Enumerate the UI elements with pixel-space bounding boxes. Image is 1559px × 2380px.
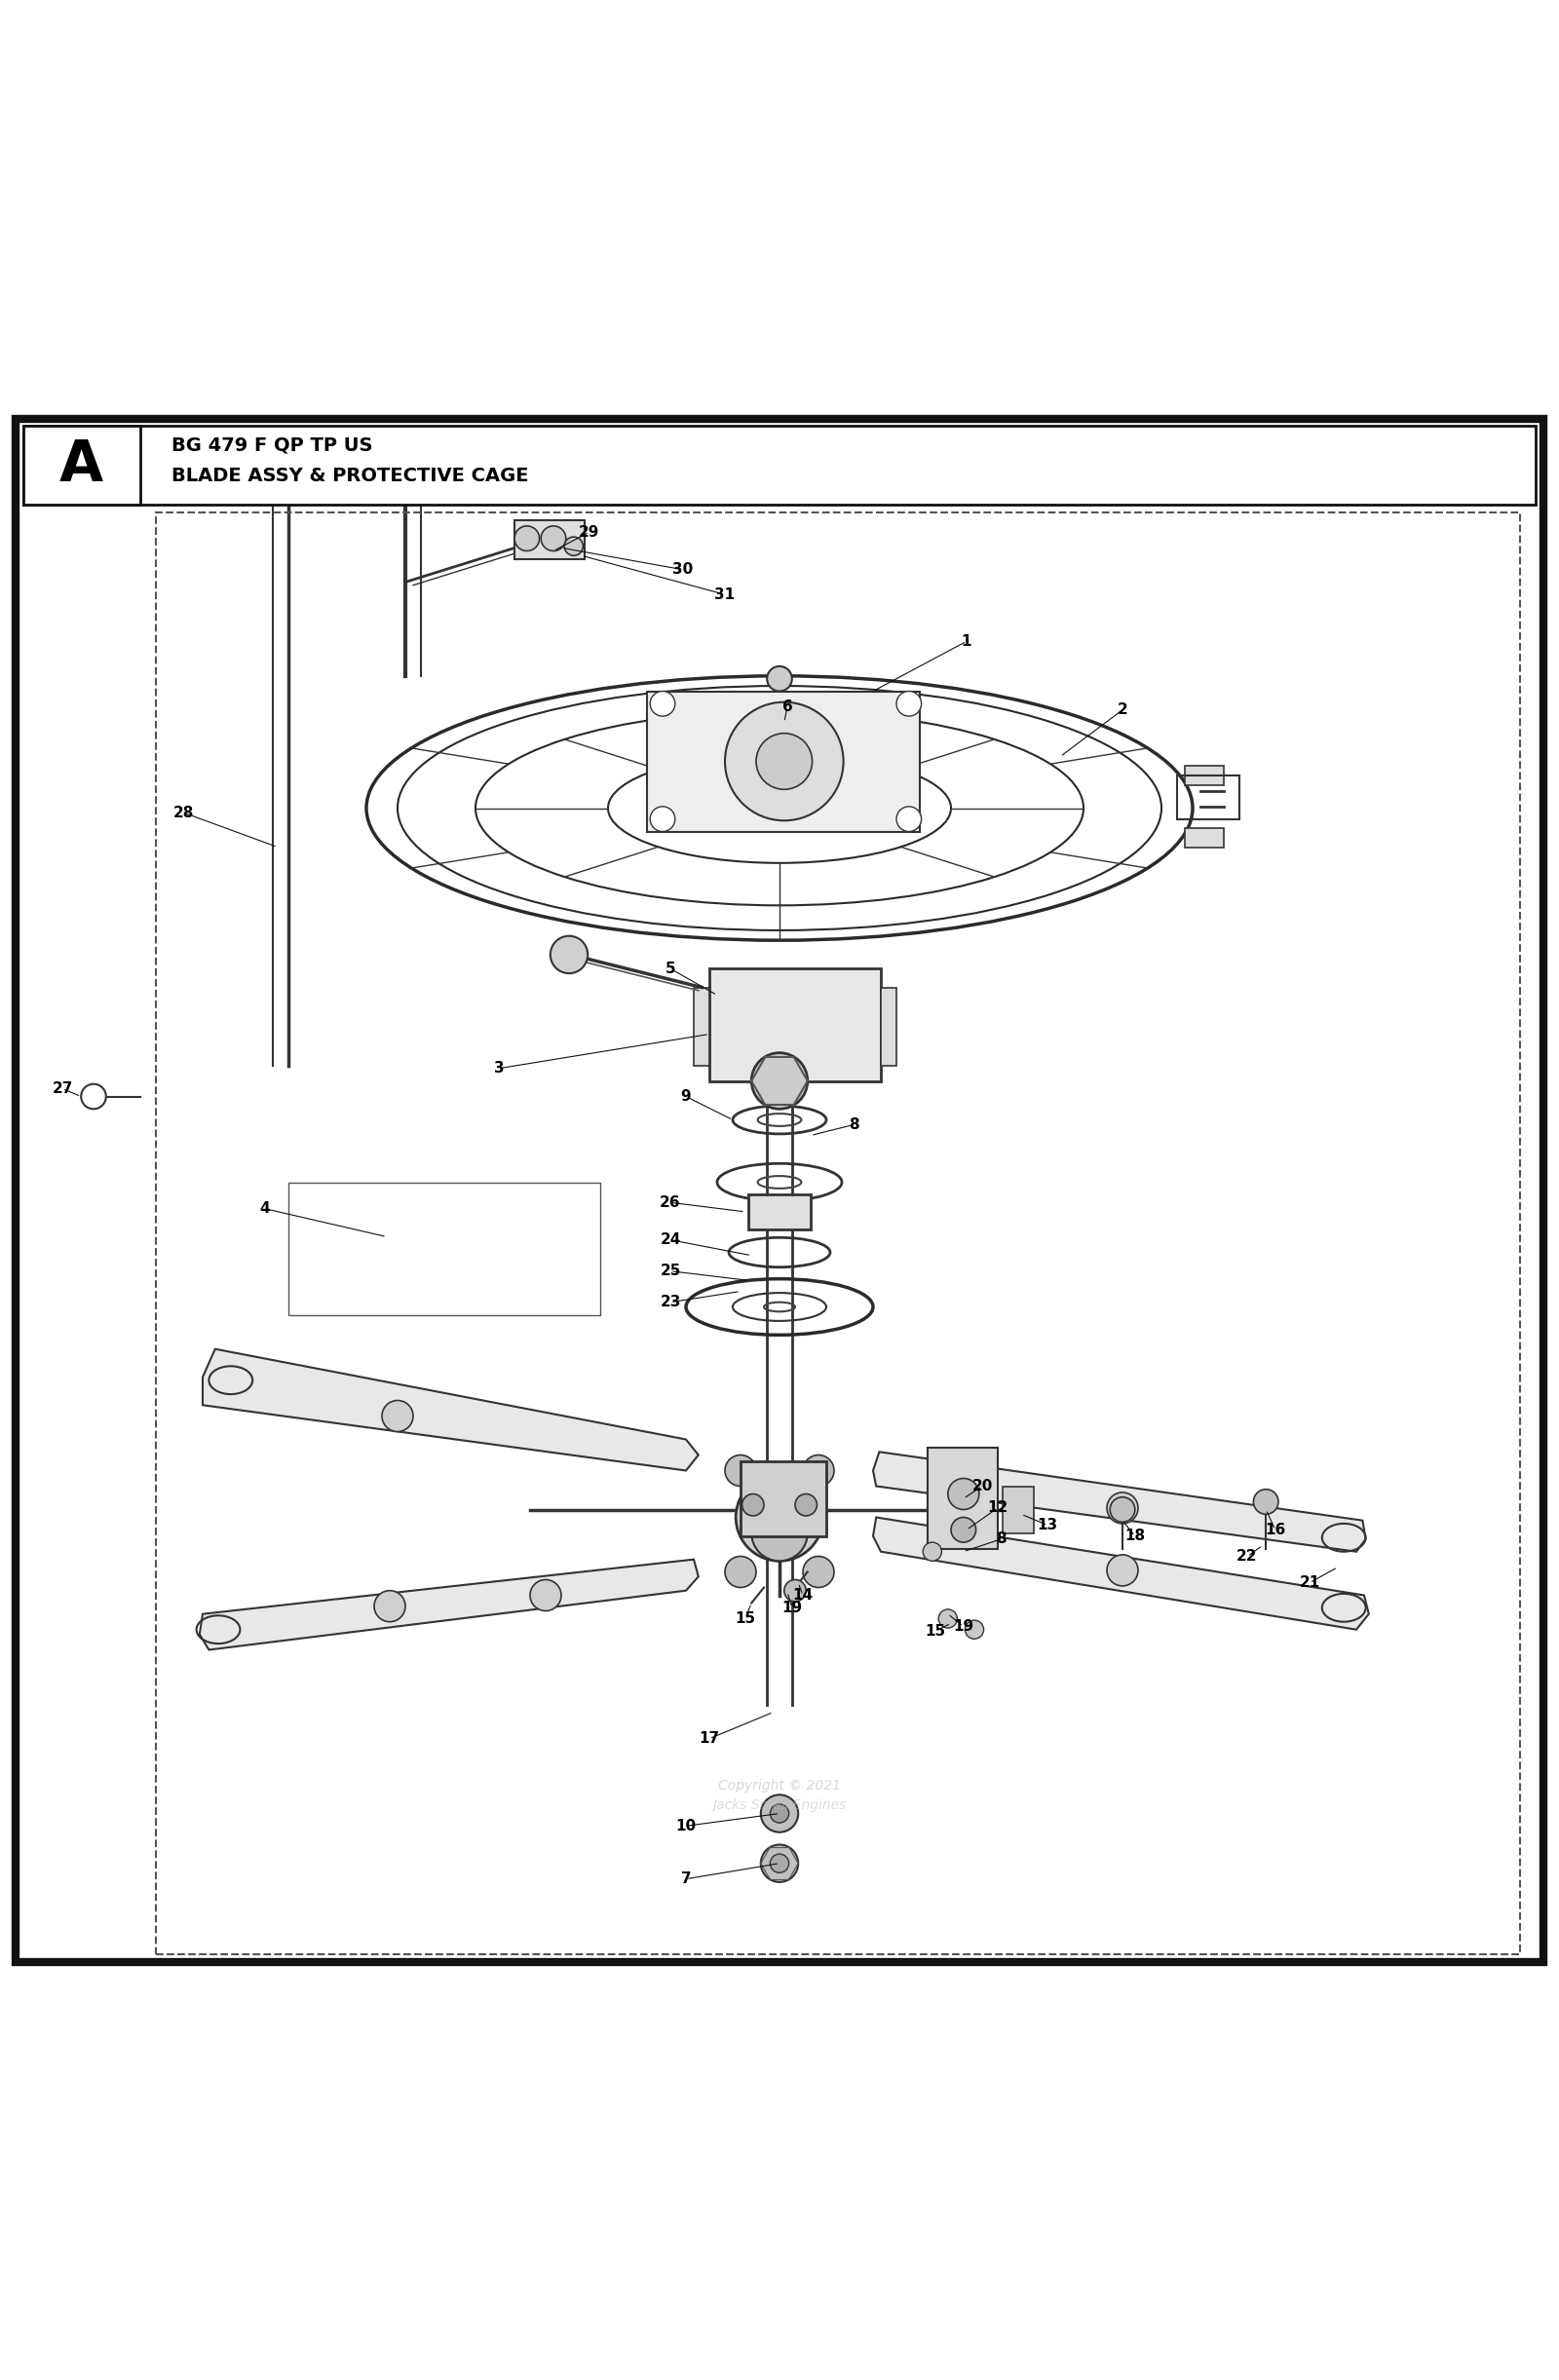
Text: 27: 27 — [51, 1081, 73, 1095]
Circle shape — [530, 1580, 561, 1611]
Circle shape — [965, 1621, 984, 1640]
Text: 19: 19 — [781, 1599, 803, 1616]
Text: 14: 14 — [792, 1587, 814, 1602]
Circle shape — [923, 1542, 942, 1561]
Text: 17: 17 — [698, 1730, 720, 1747]
Circle shape — [374, 1590, 405, 1621]
Text: 6: 6 — [783, 700, 792, 714]
Circle shape — [564, 538, 583, 555]
Circle shape — [896, 690, 921, 716]
Bar — [741, 1461, 826, 1535]
Circle shape — [550, 935, 588, 973]
Circle shape — [795, 1495, 817, 1516]
Text: 25: 25 — [659, 1264, 681, 1278]
Circle shape — [650, 690, 675, 716]
Bar — [1177, 776, 1239, 819]
Text: 9: 9 — [681, 1090, 691, 1104]
Circle shape — [382, 1399, 413, 1433]
Circle shape — [756, 733, 812, 790]
Text: 20: 20 — [971, 1478, 993, 1495]
Text: 3: 3 — [494, 1061, 504, 1076]
Text: 15: 15 — [734, 1611, 756, 1626]
Text: 2: 2 — [1118, 702, 1127, 716]
Circle shape — [736, 1473, 823, 1561]
Text: 28: 28 — [173, 804, 195, 821]
Circle shape — [725, 702, 843, 821]
Text: 26: 26 — [659, 1195, 681, 1209]
Circle shape — [541, 526, 566, 550]
Bar — [156, 512, 1520, 1954]
Text: 24: 24 — [659, 1233, 681, 1247]
Text: 10: 10 — [675, 1818, 697, 1833]
Circle shape — [1107, 1554, 1138, 1585]
Bar — [748, 1195, 811, 1228]
Circle shape — [767, 666, 792, 690]
Circle shape — [803, 1557, 834, 1587]
Text: BLADE ASSY & PROTECTIVE CAGE: BLADE ASSY & PROTECTIVE CAGE — [171, 466, 529, 486]
Text: 22: 22 — [1236, 1549, 1258, 1564]
Bar — [514, 519, 585, 559]
Circle shape — [939, 1609, 957, 1628]
Circle shape — [770, 1804, 789, 1823]
Text: 23: 23 — [659, 1295, 681, 1309]
Text: 15: 15 — [924, 1623, 946, 1637]
Polygon shape — [203, 1349, 698, 1471]
Polygon shape — [23, 426, 1536, 1954]
Text: 18: 18 — [1124, 1528, 1146, 1542]
Text: Copyright © 2021: Copyright © 2021 — [719, 1778, 840, 1792]
Circle shape — [784, 1580, 806, 1602]
Polygon shape — [873, 1518, 1369, 1630]
Text: 5: 5 — [666, 962, 675, 976]
Circle shape — [770, 1854, 789, 1873]
Circle shape — [761, 1795, 798, 1833]
Text: 8: 8 — [996, 1533, 1006, 1547]
Circle shape — [948, 1478, 979, 1509]
Text: 31: 31 — [714, 588, 736, 602]
Circle shape — [514, 526, 539, 550]
Circle shape — [751, 1052, 808, 1109]
Bar — [1185, 766, 1224, 785]
Bar — [1185, 828, 1224, 847]
Circle shape — [803, 1454, 834, 1485]
Bar — [23, 426, 1536, 505]
Circle shape — [725, 1557, 756, 1587]
Circle shape — [725, 1454, 756, 1485]
Text: 16: 16 — [1264, 1523, 1286, 1537]
Bar — [881, 988, 896, 1066]
Text: 19: 19 — [953, 1618, 974, 1633]
Bar — [928, 1447, 998, 1549]
Text: 7: 7 — [681, 1871, 691, 1887]
Bar — [694, 988, 709, 1066]
Circle shape — [761, 1845, 798, 1883]
Text: Jacks Small Engines: Jacks Small Engines — [712, 1799, 847, 1814]
Polygon shape — [873, 1452, 1366, 1552]
Text: A: A — [59, 438, 103, 493]
Circle shape — [951, 1518, 976, 1542]
Circle shape — [896, 807, 921, 831]
Bar — [709, 969, 881, 1081]
Text: 12: 12 — [987, 1502, 1009, 1516]
Text: 13: 13 — [1037, 1518, 1059, 1533]
Text: 30: 30 — [672, 562, 694, 576]
Polygon shape — [200, 1559, 698, 1649]
Text: 1: 1 — [962, 633, 971, 650]
Text: BG 479 F QP TP US: BG 479 F QP TP US — [171, 436, 373, 455]
Circle shape — [742, 1495, 764, 1516]
Circle shape — [1110, 1497, 1135, 1523]
Bar — [288, 1183, 600, 1314]
Bar — [1002, 1485, 1034, 1533]
Circle shape — [1107, 1492, 1138, 1523]
Circle shape — [650, 807, 675, 831]
Circle shape — [751, 1504, 808, 1561]
Text: 29: 29 — [578, 526, 600, 540]
Circle shape — [1253, 1490, 1278, 1514]
Bar — [23, 426, 140, 505]
Text: 8: 8 — [850, 1116, 859, 1133]
Text: 4: 4 — [260, 1202, 270, 1216]
Text: 21: 21 — [1299, 1576, 1320, 1590]
Bar — [647, 690, 920, 831]
